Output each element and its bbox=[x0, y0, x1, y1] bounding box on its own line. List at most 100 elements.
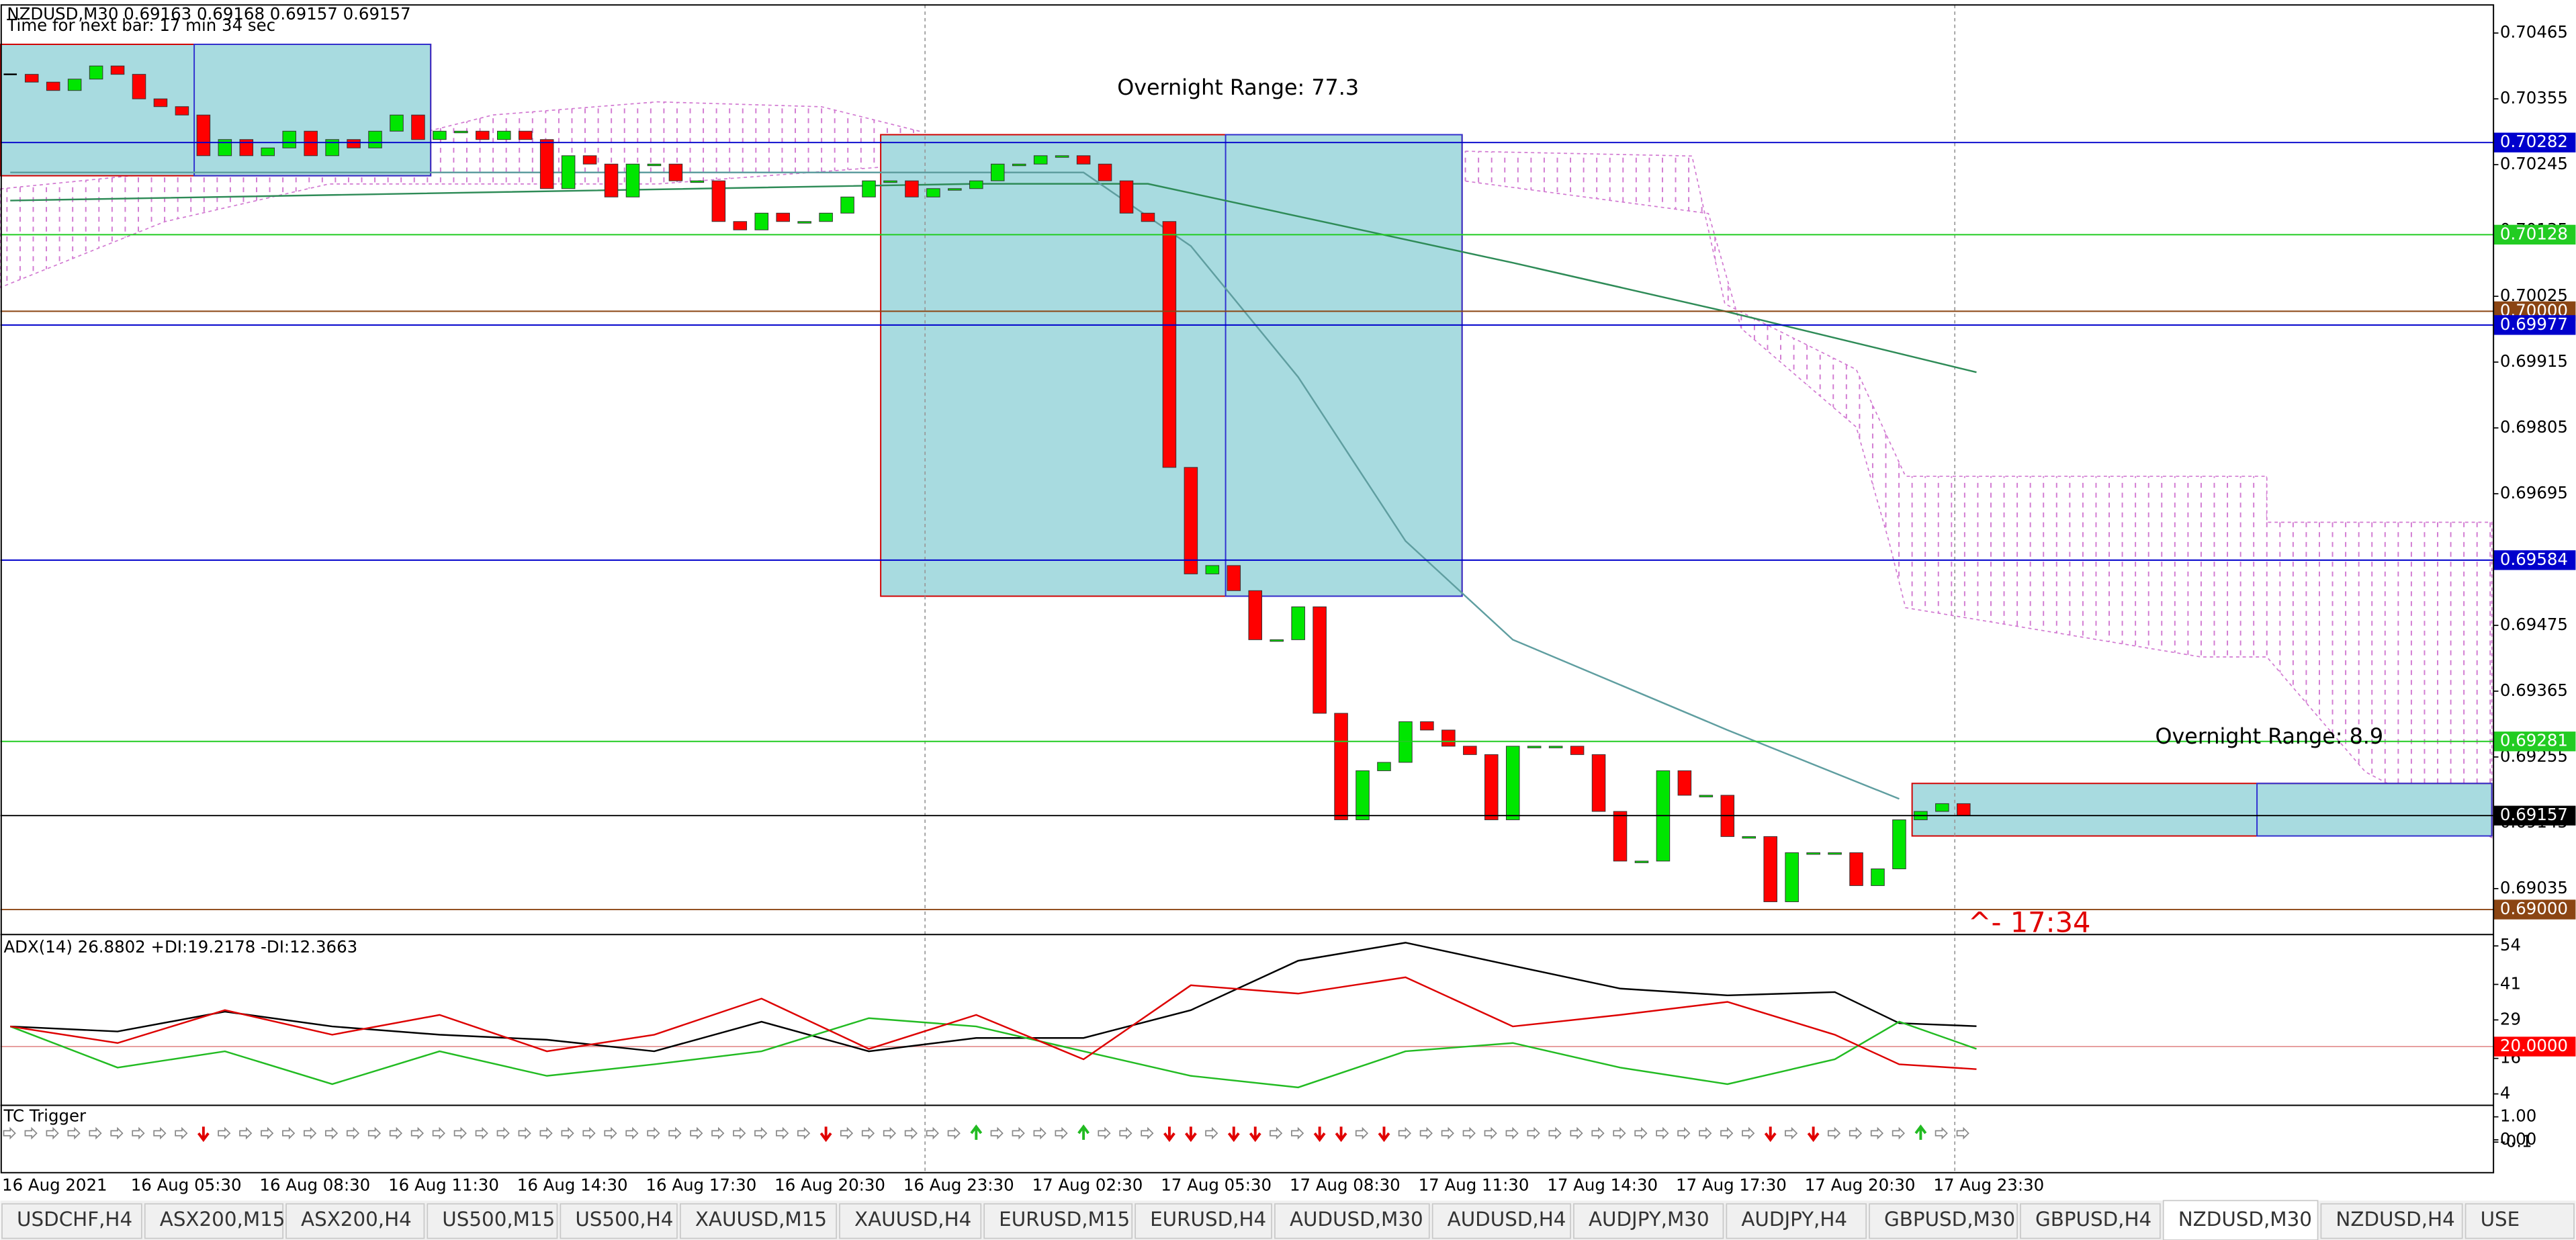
tab-label[interactable]: US500,H4 bbox=[575, 1208, 673, 1231]
candle bbox=[1613, 811, 1628, 862]
signal-arrow bbox=[1249, 1126, 1261, 1143]
tab[interactable] bbox=[2162, 1200, 2319, 1240]
tab-label[interactable]: USE bbox=[2481, 1208, 2520, 1231]
y-tick-label: 0.70245 bbox=[2500, 154, 2568, 173]
tab[interactable] bbox=[1869, 1203, 2018, 1239]
tab[interactable] bbox=[1726, 1203, 1867, 1239]
tab[interactable] bbox=[1274, 1203, 1430, 1239]
level-tag bbox=[2493, 315, 2576, 335]
candle bbox=[926, 188, 940, 197]
tab[interactable] bbox=[1431, 1203, 1571, 1239]
candle bbox=[1098, 163, 1112, 181]
tab[interactable] bbox=[285, 1203, 425, 1239]
candle bbox=[3, 73, 17, 75]
candle bbox=[1033, 155, 1048, 165]
candle bbox=[969, 180, 983, 189]
tab-label[interactable]: AUDJPY,M30 bbox=[1589, 1208, 1709, 1231]
indicator-line bbox=[10, 976, 1977, 1070]
signal-arrow bbox=[1291, 1126, 1304, 1140]
candle bbox=[496, 130, 511, 140]
signal-arrow bbox=[1505, 1126, 1519, 1140]
candle bbox=[1119, 180, 1134, 214]
candle bbox=[711, 180, 726, 222]
signal-arrow bbox=[1699, 1126, 1712, 1140]
tab[interactable] bbox=[1, 1203, 142, 1239]
candle bbox=[840, 196, 854, 214]
tab-label[interactable]: GBPUSD,H4 bbox=[2035, 1208, 2151, 1231]
y-tick-label: 0.69695 bbox=[2500, 483, 2568, 502]
signal-arrow bbox=[110, 1126, 124, 1140]
tab[interactable] bbox=[144, 1203, 283, 1239]
signal-arrow bbox=[1335, 1126, 1347, 1143]
signal-arrow bbox=[1462, 1126, 1476, 1140]
tab-label[interactable]: EURUSD,H4 bbox=[1150, 1208, 1266, 1231]
signal-arrow bbox=[1055, 1126, 1068, 1140]
signal-arrow bbox=[970, 1124, 983, 1140]
tab-label[interactable]: ASX200,H4 bbox=[301, 1208, 412, 1231]
tab-label[interactable]: AUDUSD,M30 bbox=[1290, 1208, 1423, 1231]
candle bbox=[1012, 163, 1026, 167]
candle bbox=[1505, 746, 1520, 820]
tab-label[interactable]: US500,M15 bbox=[442, 1208, 555, 1231]
signal-arrow bbox=[1119, 1126, 1132, 1140]
signal-arrow bbox=[754, 1126, 768, 1140]
tab[interactable] bbox=[1135, 1203, 1272, 1239]
candle bbox=[948, 188, 962, 191]
tab-label[interactable]: XAUUSD,H4 bbox=[854, 1208, 971, 1231]
tab[interactable] bbox=[1573, 1203, 1724, 1239]
candle bbox=[24, 74, 39, 83]
candle bbox=[390, 114, 404, 132]
tab-label[interactable]: USDCHF,H4 bbox=[17, 1208, 132, 1231]
level-label: 0.69977 bbox=[2500, 314, 2568, 334]
candle bbox=[476, 130, 490, 140]
signal-arrow bbox=[175, 1126, 188, 1140]
tab-label[interactable]: EURUSD,M15 bbox=[999, 1208, 1130, 1231]
candle bbox=[454, 130, 468, 134]
signal-arrow bbox=[1033, 1126, 1047, 1140]
tab-label[interactable]: AUDJPY,H4 bbox=[1741, 1208, 1847, 1231]
tab-label[interactable]: NZDUSD,M30 bbox=[2178, 1208, 2312, 1231]
tab[interactable] bbox=[560, 1203, 678, 1239]
tab[interactable] bbox=[679, 1203, 837, 1239]
signal-arrow bbox=[647, 1126, 660, 1140]
signal-arrow bbox=[711, 1126, 725, 1140]
signal-arrow bbox=[1313, 1126, 1326, 1143]
candle bbox=[175, 106, 189, 116]
candle bbox=[1699, 795, 1714, 797]
signal-arrow bbox=[582, 1126, 596, 1140]
candle bbox=[905, 180, 919, 197]
x-tick-label: 16 Aug 14:30 bbox=[517, 1175, 628, 1194]
signal-arrow bbox=[1184, 1126, 1197, 1143]
tab-label[interactable]: GBPUSD,M30 bbox=[1884, 1208, 2015, 1231]
tab[interactable] bbox=[983, 1203, 1133, 1239]
symbol-line: NZDUSD,M30 0.69163 0.69168 0.69157 0.691… bbox=[7, 4, 410, 24]
y-tick-label: 1.00 bbox=[2500, 1106, 2536, 1126]
tab[interactable] bbox=[2464, 1203, 2575, 1239]
candle bbox=[1871, 868, 1885, 886]
candle bbox=[1270, 639, 1284, 642]
y-tick-label: -0.1 bbox=[2500, 1131, 2532, 1151]
adx-title: ADX(14) 26.8802 +DI:19.2178 -DI:12.3663 bbox=[3, 937, 357, 957]
tab[interactable] bbox=[2020, 1203, 2161, 1239]
tab-label[interactable]: ASX200,M15 bbox=[160, 1208, 285, 1231]
tab-label[interactable]: NZDUSD,H4 bbox=[2336, 1208, 2454, 1231]
tab-label[interactable]: XAUUSD,M15 bbox=[695, 1208, 827, 1231]
signal-arrow bbox=[410, 1126, 424, 1140]
tab-label[interactable]: AUDUSD,H4 bbox=[1448, 1208, 1566, 1231]
signal-arrow bbox=[861, 1126, 875, 1140]
candle bbox=[132, 74, 146, 99]
tab[interactable] bbox=[839, 1203, 982, 1239]
signal-arrow bbox=[453, 1126, 467, 1140]
candle bbox=[1227, 565, 1241, 591]
moving-average bbox=[10, 171, 1900, 800]
candle bbox=[1313, 606, 1327, 714]
x-tick-label: 16 Aug 08:30 bbox=[259, 1175, 370, 1194]
level-label: 0.70128 bbox=[2500, 224, 2568, 243]
tab[interactable] bbox=[2320, 1203, 2463, 1239]
signal-arrow bbox=[947, 1126, 961, 1140]
signal-arrow bbox=[1785, 1126, 1798, 1140]
signal-arrow bbox=[496, 1126, 510, 1140]
level-label: 0.69281 bbox=[2500, 731, 2568, 750]
tab[interactable] bbox=[427, 1203, 558, 1239]
y-tick-label: 0.70355 bbox=[2500, 88, 2568, 107]
